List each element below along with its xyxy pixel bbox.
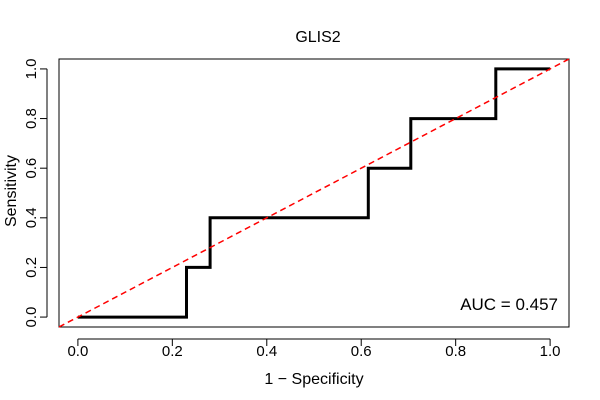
roc-curve (77, 67, 551, 319)
plot-area: 0.0 0.2 0.4 0.6 0.8 1.0 0.0 0.2 0.4 0.6 0.8 1.0 (23, 58, 570, 360)
x-tick-label-2: 0.4 (256, 343, 277, 360)
plot-frame (58, 58, 570, 328)
x-tick-label-3: 0.6 (351, 343, 372, 360)
y-tick-label-2: 0.4 (23, 207, 40, 228)
x-tick-label-1: 0.2 (162, 343, 183, 360)
y-tick-label-1: 0.2 (23, 257, 40, 278)
x-axis-title: 1 − Specificity (264, 371, 363, 388)
chance-diagonal-line (58, 58, 570, 328)
y-axis-title: Sensitivity (3, 155, 20, 227)
x-tick-label-0: 0.0 (67, 343, 88, 360)
y-tick-label-5: 1.0 (23, 58, 40, 79)
y-tick-label-4: 0.8 (23, 108, 40, 129)
y-tick-label-0: 0.0 (23, 307, 40, 328)
y-tick-label-3: 0.6 (23, 158, 40, 179)
chart-title: GLIS2 (295, 29, 340, 46)
x-tick-label-5: 1.0 (540, 343, 561, 360)
auc-annotation: AUC = 0.457 (460, 295, 558, 314)
x-tick-label-4: 0.8 (445, 343, 466, 360)
